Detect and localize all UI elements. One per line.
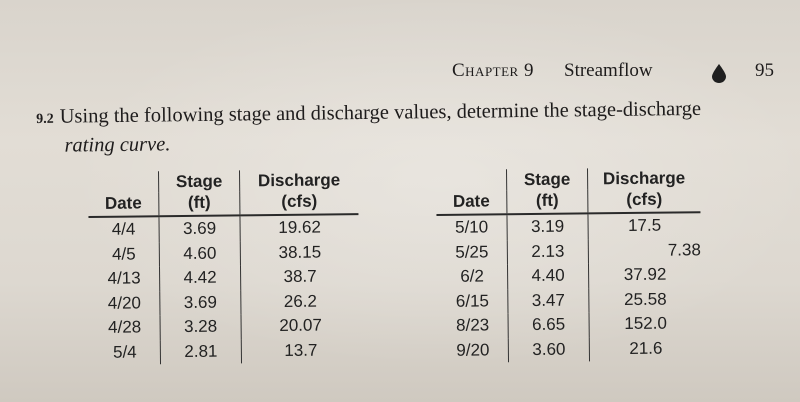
table-row: 4/28 3.28 20.07 <box>90 313 360 340</box>
stage-cell: 3.19 <box>506 213 589 240</box>
table-row: 5/10 3.19 17.5 <box>436 212 700 240</box>
stage-cell: 3.28 <box>160 314 242 340</box>
date-cell: 4/5 <box>111 244 136 264</box>
date-cell: 4/28 <box>107 317 142 337</box>
table-row: 6/2 4.40 37.92 <box>437 262 701 289</box>
stage-cell: 2.81 <box>160 338 242 365</box>
stage-cell: 4.60 <box>159 240 241 267</box>
date-cell: 4/4 <box>111 219 136 239</box>
chapter-label: Chapter 9 <box>452 60 534 81</box>
table-row: 6/15 3.47 25.58 <box>437 287 701 314</box>
discharge-cell: 7.38 <box>667 239 701 260</box>
table-row: 9/20 3.60 21.6 <box>438 336 702 363</box>
discharge-header: Discharge <box>257 170 341 191</box>
page-number: 95 <box>755 60 774 81</box>
date-cell: 8/23 <box>455 315 490 335</box>
discharge-cell: 152.0 <box>624 313 667 334</box>
date-cell: 5/4 <box>112 342 137 362</box>
stage-discharge-table-right: Stage Discharge Date (ft) (cfs) 5/10 3.1… <box>436 167 702 363</box>
discharge-cell: 26.2 <box>283 291 318 311</box>
stage-cell: 6.65 <box>508 312 590 338</box>
date-cell: 4/13 <box>107 268 141 288</box>
date-cell: 6/15 <box>455 290 490 311</box>
water-drop-icon <box>712 64 726 83</box>
stage-header: Stage <box>158 170 240 193</box>
discharge-cell: 13.7 <box>284 340 318 360</box>
discharge-cell: 38.7 <box>283 266 317 286</box>
stage-cell: 3.60 <box>508 336 590 363</box>
stage-discharge-table-left: Stage Discharge Date (ft) (cfs) 4/4 3.69… <box>88 169 360 365</box>
table-row: 8/23 6.65 152.0 <box>438 311 702 338</box>
discharge-cell: 38.15 <box>278 242 322 262</box>
discharge-header: Discharge <box>602 168 686 189</box>
problem-text-line1: Using the following stage and discharge … <box>59 97 702 128</box>
date-cell: 5/25 <box>455 241 489 262</box>
stage-cell: 3.47 <box>507 287 589 314</box>
stage-cell: 2.13 <box>507 238 589 265</box>
discharge-cell: 17.5 <box>627 215 662 235</box>
table-row: 4/20 3.69 26.2 <box>89 289 359 316</box>
table-row: 4/5 4.60 38.15 <box>89 240 359 267</box>
discharge-cell: 20.07 <box>279 315 322 336</box>
table-row: 5/4 2.81 13.7 <box>90 338 360 365</box>
discharge-cell: 19.62 <box>278 217 321 238</box>
date-cell: 4/20 <box>107 292 142 313</box>
problem-number: 9.2 <box>36 111 54 127</box>
stage-unit: (ft) <box>158 191 240 217</box>
running-head: Chapter 9 Streamflow 95 <box>452 58 782 88</box>
date-cell: 9/20 <box>456 339 490 360</box>
stage-cell: 3.69 <box>159 289 241 316</box>
date-cell: 6/2 <box>460 266 485 286</box>
stage-cell: 4.40 <box>507 263 589 289</box>
discharge-unit: (cfs) <box>587 188 701 214</box>
table-row: 4/4 3.69 19.62 <box>88 214 358 242</box>
chapter-title: Streamflow <box>564 60 653 81</box>
table-row: 4/13 4.42 38.7 <box>89 264 359 291</box>
discharge-cell: 21.6 <box>629 338 663 358</box>
table-row: 5/25 2.13 7.38 <box>437 238 701 265</box>
stage-cell: 3.69 <box>158 215 241 242</box>
discharge-unit: (cfs) <box>239 190 359 216</box>
stage-unit: (ft) <box>506 189 588 215</box>
stage-cell: 4.42 <box>159 265 241 291</box>
date-cell: 5/10 <box>454 217 489 237</box>
discharge-cell: 37.92 <box>623 264 667 285</box>
stage-header: Stage <box>506 168 588 191</box>
discharge-cell: 25.58 <box>623 289 667 309</box>
date-header: Date <box>436 190 507 215</box>
date-header: Date <box>88 192 159 217</box>
problem-statement: 9.2 Using the following stage and dischar… <box>36 95 777 160</box>
